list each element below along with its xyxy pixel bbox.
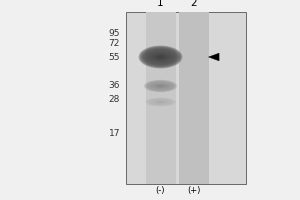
Ellipse shape [155,55,166,59]
Ellipse shape [154,54,167,60]
Bar [146,12,176,184]
Ellipse shape [157,101,164,103]
Ellipse shape [155,101,166,103]
Text: 2: 2 [190,0,197,8]
Text: 72: 72 [109,38,120,47]
Ellipse shape [146,50,175,64]
Ellipse shape [141,47,180,67]
Ellipse shape [139,46,182,68]
Ellipse shape [148,99,172,105]
Ellipse shape [158,101,163,103]
Ellipse shape [152,83,169,89]
Ellipse shape [156,101,165,103]
Ellipse shape [145,80,176,92]
Ellipse shape [147,81,174,91]
Ellipse shape [156,85,165,88]
Ellipse shape [152,53,169,61]
Ellipse shape [150,53,171,61]
Ellipse shape [145,80,176,92]
Ellipse shape [146,98,175,106]
Ellipse shape [158,85,164,87]
Ellipse shape [147,98,174,106]
Text: 36: 36 [109,81,120,90]
Ellipse shape [146,98,175,106]
Ellipse shape [158,56,163,58]
Text: 17: 17 [109,129,120,138]
Ellipse shape [143,48,178,66]
Text: 1: 1 [157,0,164,8]
Ellipse shape [154,100,167,104]
Ellipse shape [145,97,176,107]
Ellipse shape [157,55,164,59]
Ellipse shape [151,83,170,89]
Ellipse shape [159,56,162,58]
Polygon shape [208,53,219,61]
Ellipse shape [157,85,164,87]
Text: (-): (-) [156,186,165,195]
Ellipse shape [142,48,179,66]
Ellipse shape [155,84,166,88]
Ellipse shape [144,49,177,65]
Ellipse shape [158,85,164,87]
Ellipse shape [158,101,163,103]
Ellipse shape [153,84,168,88]
Ellipse shape [144,80,177,92]
Ellipse shape [154,84,167,88]
Ellipse shape [148,98,173,106]
Bar [126,12,246,184]
Text: (+): (+) [187,186,200,195]
Ellipse shape [146,81,175,91]
Ellipse shape [148,82,172,90]
Text: 55: 55 [109,52,120,62]
Ellipse shape [157,55,164,59]
Text: 28: 28 [109,95,120,104]
Ellipse shape [149,52,172,62]
Ellipse shape [159,85,163,87]
Ellipse shape [145,50,176,64]
Ellipse shape [153,54,168,60]
Text: 95: 95 [109,28,120,38]
Ellipse shape [140,46,182,68]
Bar [178,12,208,184]
Ellipse shape [148,82,173,90]
Ellipse shape [148,51,173,62]
